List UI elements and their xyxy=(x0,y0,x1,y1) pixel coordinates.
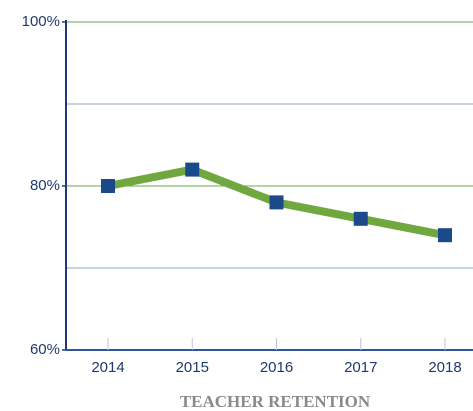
data-marker xyxy=(269,195,284,210)
x-tick-label: 2014 xyxy=(91,359,124,376)
data-marker xyxy=(353,211,368,226)
x-tick-label: 2015 xyxy=(176,359,209,376)
y-tick-label: 60% xyxy=(30,341,60,358)
x-tick-label: 2017 xyxy=(344,359,377,376)
chart-title: TEACHER RETENTION xyxy=(180,392,371,411)
data-marker xyxy=(185,162,200,177)
data-marker xyxy=(438,228,452,243)
x-tick-label: 2018 xyxy=(428,359,461,376)
data-marker xyxy=(101,179,115,193)
y-tick-label: 80% xyxy=(30,177,60,194)
x-tick-label: 2016 xyxy=(260,359,293,376)
y-tick-label: 100% xyxy=(22,13,60,30)
